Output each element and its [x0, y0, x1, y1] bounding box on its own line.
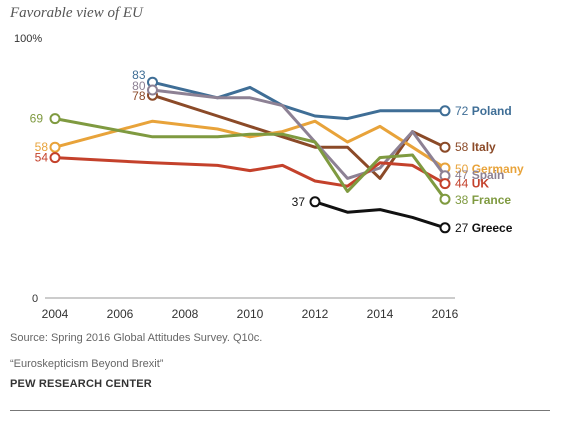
end-point-italy: [439, 141, 451, 153]
start-point-germany: [49, 141, 61, 153]
series-name-spain: Spain: [472, 168, 505, 182]
end-value-poland: 72: [455, 104, 472, 118]
x-tick-label: 2014: [367, 307, 394, 321]
start-point-uk: [49, 152, 61, 164]
end-value-italy: 58: [455, 140, 472, 154]
start-point-france: [49, 113, 61, 125]
y-axis-top-label: 100%: [14, 33, 42, 45]
end-label-italy: 58 Italy: [455, 140, 496, 154]
series-name-france: France: [472, 193, 512, 207]
series-line-france: [53, 117, 447, 201]
start-value-label-uk: 54: [35, 151, 49, 165]
series-line-germany: [53, 119, 447, 170]
x-tick-label: 2004: [42, 307, 69, 321]
bottom-divider: [10, 410, 550, 411]
end-label-uk: 44 UK: [455, 177, 489, 191]
start-value-label-spain: 80: [132, 79, 146, 93]
x-tick-label: 2008: [172, 307, 199, 321]
start-point-greece: [309, 196, 321, 208]
end-point-greece: [439, 222, 451, 234]
end-label-spain: 47 Spain: [455, 168, 504, 182]
end-value-uk: 44: [455, 177, 472, 191]
series-name-italy: Italy: [472, 140, 496, 154]
organization-name: PEW RESEARCH CENTER: [10, 378, 152, 390]
series-name-greece: Greece: [472, 221, 513, 235]
end-label-poland: 72 Poland: [455, 104, 512, 118]
series-name-poland: Poland: [472, 104, 512, 118]
end-point-uk: [439, 178, 451, 190]
end-label-germany: 50 Germany: [455, 162, 524, 176]
start-value-label-poland: 83: [132, 68, 146, 82]
x-tick-label: 2010: [237, 307, 264, 321]
x-tick-label: 2012: [302, 307, 329, 321]
series-line-uk: [53, 156, 447, 188]
y-axis-bottom-label: 0: [32, 293, 38, 305]
x-tick-label: 2016: [432, 307, 459, 321]
start-value-label-france: 69: [30, 112, 44, 126]
start-value-label-italy: 78: [132, 89, 146, 103]
end-label-france: 38 France: [455, 193, 511, 207]
end-value-spain: 47: [455, 168, 472, 182]
end-value-germany: 50: [455, 162, 472, 176]
start-point-spain: [147, 84, 158, 96]
source-note: Source: Spring 2016 Global Attitudes Sur…: [10, 332, 263, 344]
report-title: “Euroskepticism Beyond Brexit”: [10, 358, 164, 370]
series-line-italy: [151, 93, 447, 180]
end-point-poland: [439, 105, 451, 117]
series-line-greece: [313, 200, 447, 230]
end-point-france: [439, 193, 451, 205]
x-tick-label: 2006: [107, 307, 134, 321]
line-chart: 100% 0 2004 2006 2008 2010 2012 2014 2016 83 72 Po…: [14, 33, 524, 321]
end-value-france: 38: [455, 193, 472, 207]
series-line-poland: [151, 80, 447, 121]
series-name-uk: UK: [472, 177, 490, 191]
end-label-greece: 27 Greece: [455, 221, 513, 235]
chart-title: Favorable view of EU: [10, 5, 143, 21]
end-value-greece: 27: [455, 221, 472, 235]
start-value-label-greece: 37: [292, 195, 306, 209]
series-name-germany: Germany: [472, 162, 524, 176]
start-value-label-germany: 58: [35, 140, 49, 154]
